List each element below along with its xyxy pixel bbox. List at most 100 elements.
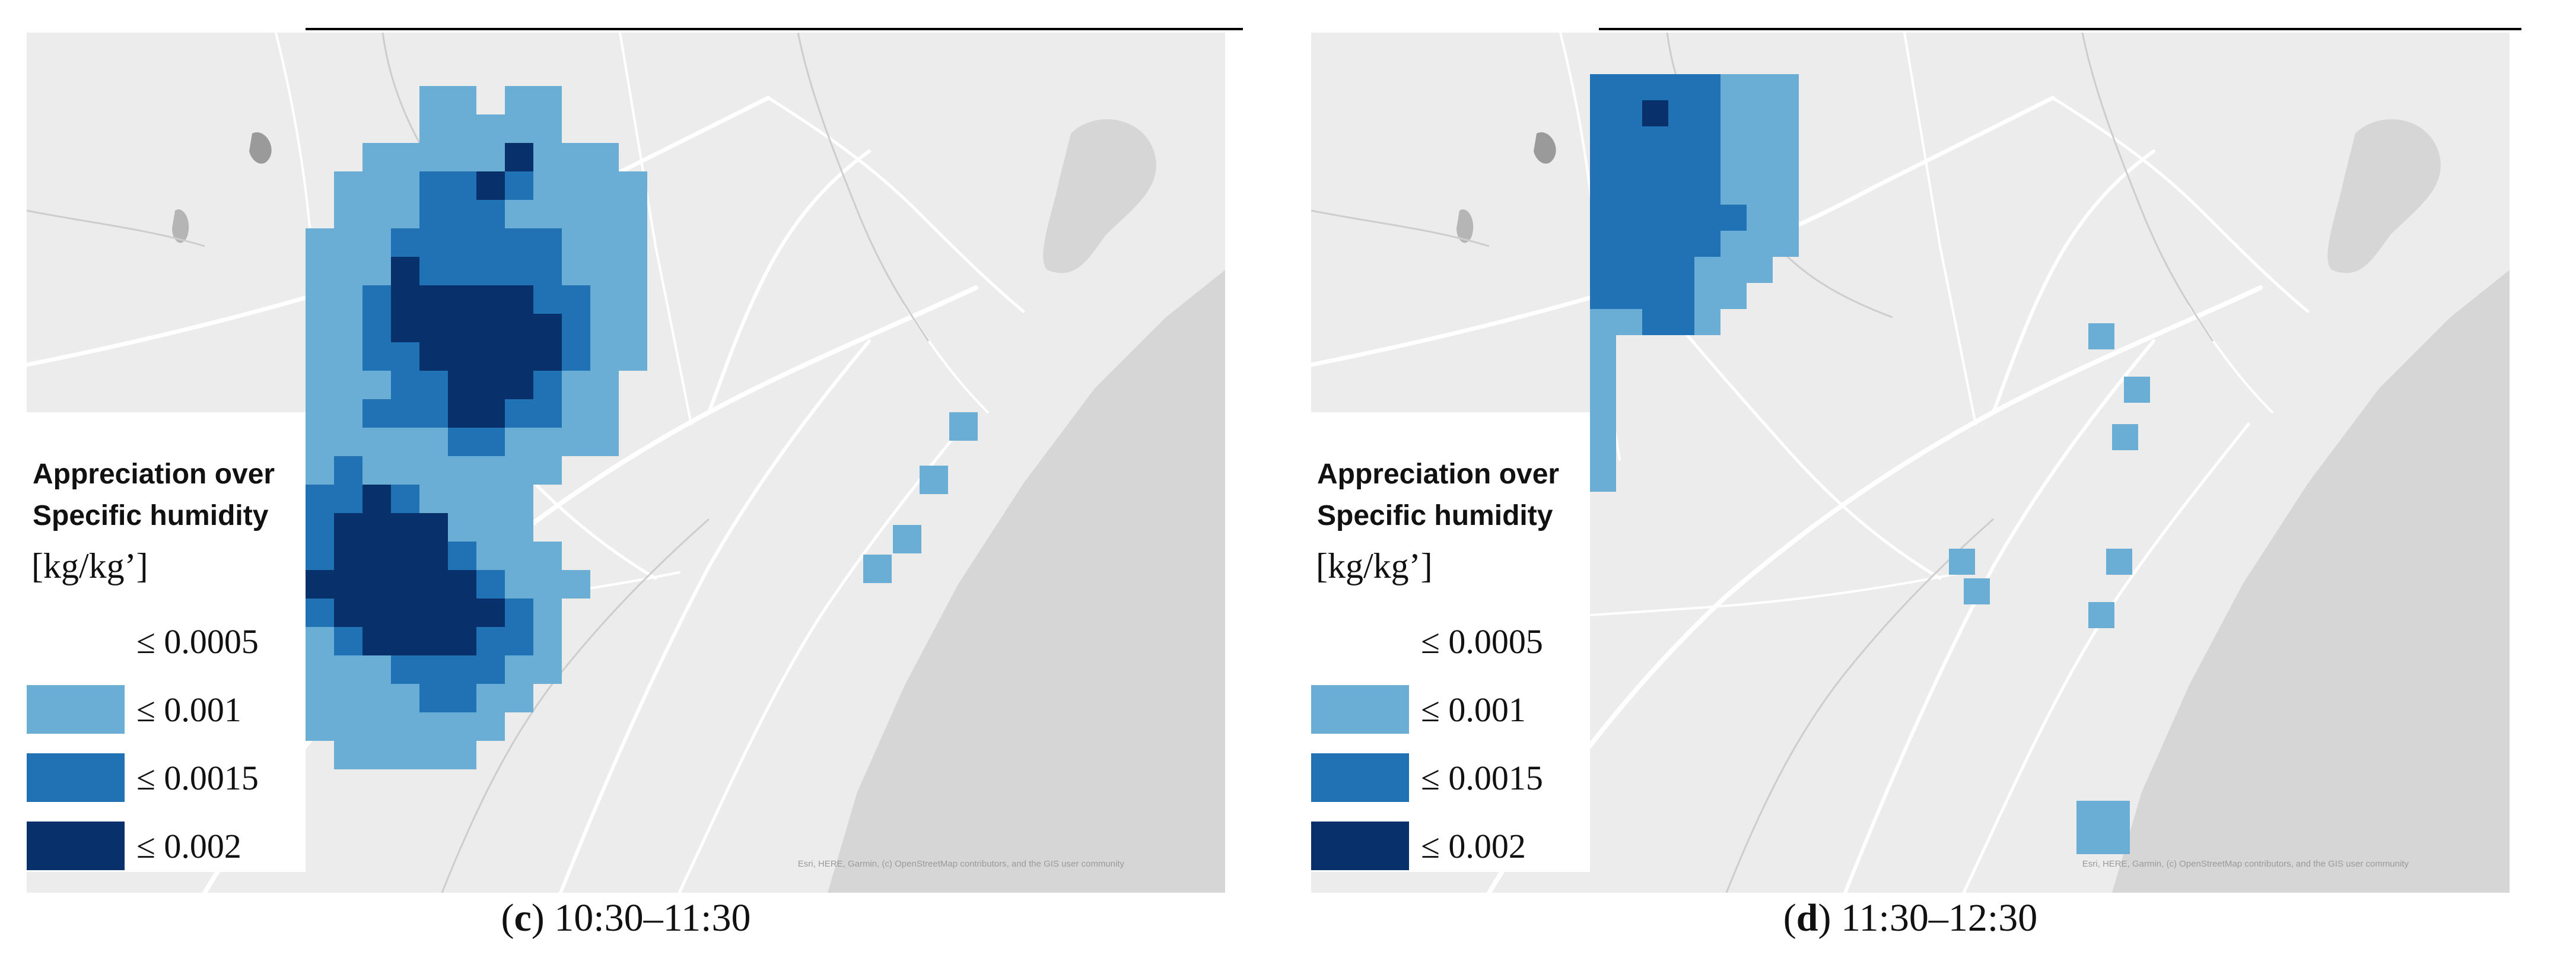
anomaly-cell xyxy=(419,86,448,114)
anomaly-cell xyxy=(448,285,476,314)
anomaly-cell xyxy=(334,285,362,314)
anomaly-cell xyxy=(391,171,419,200)
map-view[interactable]: Esri, HERE, Garmin, (c) OpenStreetMap co… xyxy=(1311,33,2510,893)
anomaly-cell xyxy=(448,200,476,228)
anomaly-cell xyxy=(362,712,391,741)
anomaly-cell xyxy=(1694,179,1720,205)
anomaly-cell xyxy=(562,200,590,228)
anomaly-cell xyxy=(448,627,476,655)
anomaly-cell xyxy=(1773,100,1799,126)
anomaly-cell xyxy=(1694,152,1720,179)
anomaly-cell xyxy=(448,485,476,513)
anomaly-cell xyxy=(362,598,391,627)
anomaly-cell xyxy=(2106,549,2132,575)
anomaly-cell xyxy=(391,627,419,655)
caption-letter: d xyxy=(1796,896,1818,940)
anomaly-cell xyxy=(1694,231,1720,257)
anomaly-cell xyxy=(1694,205,1720,231)
bay-area xyxy=(2327,119,2441,273)
anomaly-cell xyxy=(306,655,334,684)
anomaly-cell xyxy=(306,399,334,428)
anomaly-cell xyxy=(362,513,391,542)
anomaly-cell xyxy=(1668,257,1694,283)
anomaly-cell xyxy=(362,371,391,399)
anomaly-cell xyxy=(362,570,391,598)
anomaly-cell xyxy=(391,428,419,456)
anomaly-cell xyxy=(533,570,562,598)
anomaly-cell xyxy=(1668,126,1694,152)
sea-area xyxy=(828,270,1225,893)
map-view[interactable]: Esri, HERE, Garmin, (c) OpenStreetMap co… xyxy=(27,33,1225,893)
anomaly-cell xyxy=(306,570,334,598)
anomaly-cell xyxy=(476,200,505,228)
anomaly-cell xyxy=(1668,152,1694,179)
anomaly-cell xyxy=(362,485,391,513)
anomaly-cell xyxy=(2088,323,2114,349)
anomaly-cell xyxy=(362,399,391,428)
basemap xyxy=(1311,33,2510,893)
anomaly-cell xyxy=(334,428,362,456)
anomaly-cell xyxy=(505,342,533,371)
anomaly-cell xyxy=(1642,283,1668,309)
legend-label: ≤ 0.001 xyxy=(1421,690,1526,729)
legend-label: ≤ 0.0005 xyxy=(136,622,259,661)
anomaly-cell xyxy=(419,655,448,684)
anomaly-cell xyxy=(1590,466,1616,492)
anomaly-cell xyxy=(419,171,448,200)
panel-d: Esri, HERE, Garmin, (c) OpenStreetMap co… xyxy=(1311,0,2521,971)
anomaly-cell xyxy=(505,570,533,598)
anomaly-cell xyxy=(419,285,448,314)
anomaly-cell xyxy=(619,285,647,314)
anomaly-cell xyxy=(476,513,505,542)
anomaly-cell xyxy=(590,228,619,257)
anomaly-cell xyxy=(1616,205,1642,231)
anomaly-cell xyxy=(562,257,590,285)
anomaly-cell xyxy=(419,342,448,371)
anomaly-cell xyxy=(448,143,476,171)
legend-swatch xyxy=(1311,685,1409,734)
legend-swatch xyxy=(27,685,125,734)
anomaly-cell xyxy=(476,285,505,314)
legend-title-line-2: Specific humidity xyxy=(1317,500,1553,531)
anomaly-cell xyxy=(476,570,505,598)
anomaly-cell xyxy=(505,314,533,342)
anomaly-cell xyxy=(362,200,391,228)
anomaly-cell xyxy=(1668,309,1694,335)
anomaly-cell xyxy=(391,342,419,371)
anomaly-cell xyxy=(476,598,505,627)
anomaly-cell xyxy=(562,570,590,598)
anomaly-cell xyxy=(1590,440,1616,466)
anomaly-cell xyxy=(590,342,619,371)
legend-item: ≤ 0.0005 xyxy=(27,617,306,676)
anomaly-cell xyxy=(419,570,448,598)
anomaly-cell xyxy=(1747,126,1773,152)
anomaly-cell xyxy=(505,86,533,114)
anomaly-cell xyxy=(1642,205,1668,231)
anomaly-cell xyxy=(448,542,476,570)
anomaly-cell xyxy=(334,171,362,200)
legend-label: ≤ 0.002 xyxy=(1421,827,1526,865)
anomaly-cell xyxy=(419,456,448,485)
anomaly-cell xyxy=(448,570,476,598)
anomaly-cell xyxy=(391,655,419,684)
anomaly-cell xyxy=(362,428,391,456)
anomaly-cell xyxy=(306,371,334,399)
anomaly-cell xyxy=(533,228,562,257)
anomaly-cell xyxy=(1720,152,1747,179)
anomaly-cell xyxy=(448,712,476,741)
anomaly-cell xyxy=(1747,257,1773,283)
anomaly-cell xyxy=(419,684,448,712)
anomaly-cell xyxy=(1642,309,1668,335)
anomaly-cell xyxy=(562,371,590,399)
anomaly-cell xyxy=(448,171,476,200)
anomaly-cell xyxy=(562,399,590,428)
anomaly-cell xyxy=(533,655,562,684)
anomaly-cell xyxy=(419,485,448,513)
anomaly-cell xyxy=(448,598,476,627)
anomaly-cell xyxy=(505,627,533,655)
anomaly-cell xyxy=(1590,413,1616,440)
anomaly-cell xyxy=(920,466,948,494)
legend-item: ≤ 0.0015 xyxy=(27,753,306,813)
anomaly-cell xyxy=(476,428,505,456)
legend-swatch xyxy=(27,617,125,666)
